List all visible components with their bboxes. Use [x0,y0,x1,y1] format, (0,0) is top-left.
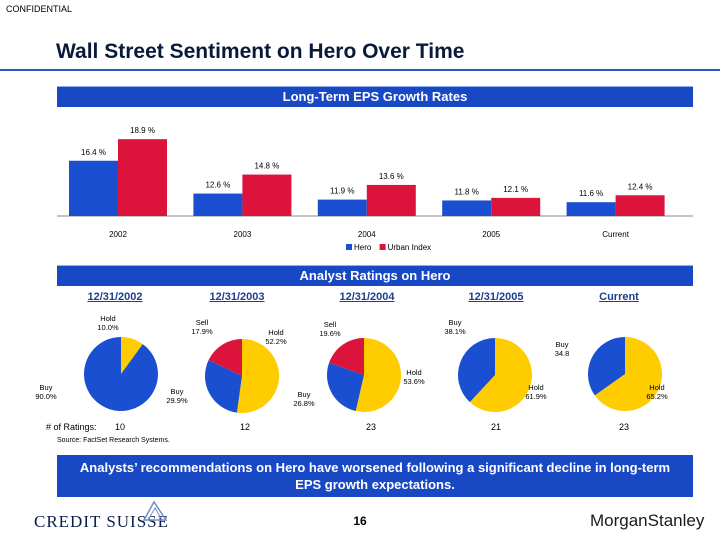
bar-data-label: 12.4 % [628,182,653,191]
source-note: Source: FactSet Research Systems. [57,437,170,444]
x-tick-label: Current [602,230,629,239]
credit-suisse-sail-icon [142,500,168,521]
bar-hero-2002 [69,160,118,216]
title-divider [0,69,720,71]
x-tick-label: 2004 [358,230,376,239]
bar-data-label: 18.9 % [130,126,155,135]
pie-slice-buy [458,338,495,403]
bar-urban-index-2005 [491,197,541,216]
bar-urban-index-2003 [242,174,292,216]
pie-label-buy: Buy 34.8 [554,340,570,358]
x-tick-label: 2005 [482,230,500,239]
bar-hero-current [566,202,616,216]
bar-hero-2003 [193,193,243,216]
pie-label-sell: Sell 19.6% [319,320,341,338]
bar-data-label: 11.8 % [455,187,479,196]
pie-slice-buy [205,360,242,413]
pie-title: Current [599,291,639,303]
bar-urban-index-2004 [366,184,416,216]
page-number: 16 [353,514,367,528]
x-tick-label: 2003 [234,230,252,239]
pie-label-hold: Hold 65.2% [646,383,668,401]
bar-data-label: 16.4 % [81,148,106,157]
bar-urban-index-current [615,195,665,216]
bar-data-label: 12.1 % [503,185,528,194]
legend-swatch [346,244,352,250]
pie-slice-hold [594,337,662,411]
morgan-stanley-logo: MorganStanley [590,511,705,530]
ratings-count: 23 [618,422,629,432]
legend-entry: Urban Index [388,243,432,252]
pie-label-buy: Buy 38.1% [444,318,466,336]
ratings-pie [458,338,532,412]
pie-title: 12/31/2003 [209,291,265,303]
pie-title: 12/31/2004 [339,291,395,303]
pie-slice-hold [121,337,143,374]
ratings-pie [84,337,158,411]
ratings-pie [205,339,279,413]
bar-hero-2005 [442,200,492,216]
pie-label-hold: Hold 53.6% [403,368,425,386]
bar-data-label: 13.6 % [379,172,404,181]
conclusion-callout: Analysts’ recommendations on Hero have w… [57,455,693,497]
pie-label-hold: Hold 10.0% [97,314,119,332]
pie-title: 12/31/2002 [87,291,143,303]
bar-hero-2004 [317,199,367,216]
pie-slice-sell [329,338,364,375]
pie-label-buy: Buy 90.0% [35,383,57,401]
ratings-count: 21 [490,422,501,432]
section-header-ratings: Analyst Ratings on Hero [57,265,693,286]
pie-label-hold: Hold 52.2% [265,328,287,346]
confidential-label: CONFIDENTIAL [6,4,73,14]
eps-bar-chart: 16.4 % 18.9 % 2002 12.6 % 14.8 % 2003 11.9 % 13… [57,126,693,252]
x-tick-label: 2002 [109,230,127,239]
pie-slice-hold [355,338,401,412]
pie-label-buy: Buy 29.9% [166,387,188,405]
bar-data-label: 14.8 % [254,162,279,171]
pie-label-hold: Hold 61.9% [525,383,547,401]
pie-title: 12/31/2005 [468,291,524,303]
credit-suisse-logo: CREDIT SUISSE [34,512,170,531]
pie-slice-hold [469,338,532,412]
ratings-pie [327,338,401,412]
callout-text: Analysts’ recommendations on Hero have w… [79,460,671,492]
ratings-count: 12 [239,422,250,432]
pie-slice-hold [236,339,279,413]
bar-data-label: 11.6 % [579,189,603,198]
ratings-count: 23 [365,422,376,432]
bar-data-label: 12.6 % [205,181,230,190]
page-title: Wall Street Sentiment on Hero Over Time [56,40,465,63]
pie-slice-sell [208,339,242,376]
legend-swatch [379,244,386,250]
section-header-eps: Long-Term EPS Growth Rates [57,86,693,107]
bar-urban-index-2002 [118,139,167,216]
ratings-count-label: # of Ratings: [46,422,97,432]
ratings-count: 10 [114,422,125,432]
pie-slice-buy [327,362,364,412]
pie-slice-buy [588,337,625,396]
pie-slice-buy [84,337,158,411]
legend-entry: Hero [354,243,372,252]
pie-label-sell: Sell 17.9% [191,318,213,336]
ratings-pie [588,337,662,411]
pie-label-buy: Buy 26.8% [293,390,315,408]
bar-data-label: 11.9 % [330,187,354,196]
